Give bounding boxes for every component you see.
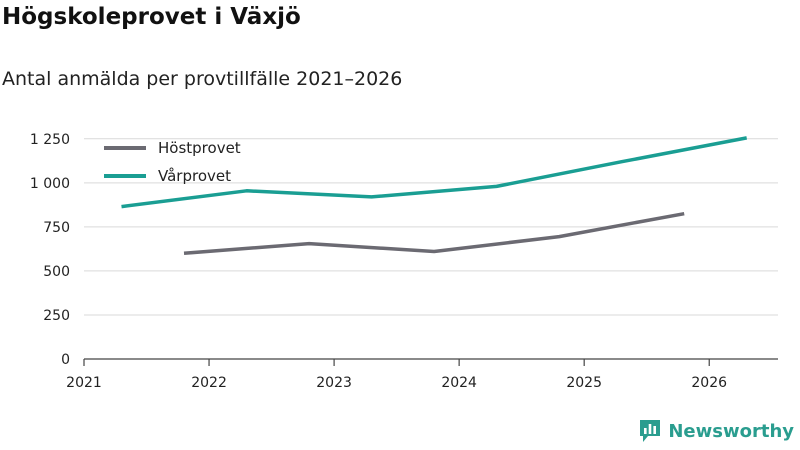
data-point xyxy=(121,206,122,207)
legend: Höstprovet Vårprovet xyxy=(104,139,241,185)
y-axis-ticks: 0 250 500 750 1 000 1 250 xyxy=(30,132,70,368)
data-point xyxy=(371,196,372,197)
series-line xyxy=(121,136,748,209)
x-axis: 2021 2022 2023 2024 2025 2026 xyxy=(66,358,778,391)
data-point xyxy=(684,213,685,214)
grid-lines xyxy=(84,138,778,316)
x-tick-label: 2021 xyxy=(66,375,102,391)
bar-chart-icon xyxy=(640,420,661,442)
data-point xyxy=(246,190,247,191)
legend-label: Vårprovet xyxy=(158,167,231,185)
brand-name: Newsworthy xyxy=(668,420,794,442)
x-tick-label: 2026 xyxy=(691,375,727,391)
data-point xyxy=(434,251,435,252)
y-tick-label: 500 xyxy=(43,264,70,280)
brand-logo: Newsworthy xyxy=(638,418,794,444)
y-tick-label: 1 250 xyxy=(30,132,70,148)
chart-subtitle: Antal anmälda per provtillfälle 2021–202… xyxy=(2,68,403,90)
y-tick-label: 250 xyxy=(43,308,70,324)
series-line xyxy=(183,211,685,256)
chart-title: Högskoleprovet i Växjö xyxy=(2,4,301,30)
data-point xyxy=(309,243,310,244)
x-tick-label: 2022 xyxy=(191,375,227,391)
series-lines xyxy=(121,136,748,256)
legend-label: Höstprovet xyxy=(158,139,241,157)
y-tick-label: 750 xyxy=(43,220,70,236)
y-tick-label: 0 xyxy=(61,352,70,368)
data-point xyxy=(746,137,747,138)
y-tick-label: 1 000 xyxy=(30,176,70,192)
data-point xyxy=(184,253,185,254)
x-tick-label: 2023 xyxy=(316,375,352,391)
data-point xyxy=(621,161,622,162)
data-point xyxy=(496,186,497,187)
x-tick-label: 2025 xyxy=(566,375,602,391)
data-point xyxy=(559,236,560,237)
x-tick-label: 2024 xyxy=(441,375,477,391)
